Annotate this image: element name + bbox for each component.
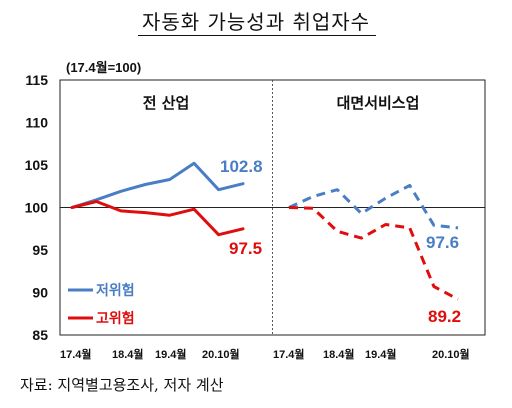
y-tick-label: 100 xyxy=(25,200,49,216)
data-label-face-high-risk: 89.2 xyxy=(428,307,461,326)
data-label-all-high-risk: 97.5 xyxy=(229,239,262,258)
legend-label-low-risk: 저위험 xyxy=(96,282,135,299)
y-tick-label: 95 xyxy=(32,242,48,258)
x-tick-label: 18.4월 xyxy=(323,347,355,361)
chart-title: 자동화 가능성과 취업자수 xyxy=(141,10,371,34)
series-line-p1-high-risk xyxy=(70,200,245,237)
x-tick-label: 17.4월 xyxy=(273,347,305,361)
series-line-p1-low-risk xyxy=(70,161,245,209)
unit-note: (17.4월=100) xyxy=(66,60,141,75)
y-tick-label: 110 xyxy=(25,115,48,131)
y-tick-label: 85 xyxy=(32,327,48,343)
chart-svg: 85 90 95 100 105 110 115 17.4월 18.4월 19.4월 20.10월… xyxy=(25,60,486,361)
x-tick-label: 20.10월 xyxy=(202,347,240,361)
x-tick-label: 20.10월 xyxy=(432,347,470,361)
title-underline xyxy=(138,35,376,36)
series-line-p2-low-risk xyxy=(288,183,459,230)
data-label-face-low-risk: 97.6 xyxy=(426,233,459,252)
data-label-all-low-risk: 102.8 xyxy=(220,157,263,176)
y-tick-label: 105 xyxy=(25,157,49,173)
y-tick-label: 90 xyxy=(32,285,48,301)
x-tick-label: 18.4월 xyxy=(112,347,144,361)
x-tick-label: 17.4월 xyxy=(60,347,92,361)
panel-title-face-to-face-services: 대면서비스업 xyxy=(337,94,420,112)
legend-label-high-risk: 고위험 xyxy=(96,310,135,327)
source-note: 자료: 지역별고용조사, 저자 계산 xyxy=(20,376,224,394)
panel-title-all-industries: 전 산업 xyxy=(143,94,190,112)
series-line-p2-high-risk xyxy=(288,206,459,301)
x-tick-label: 19.4월 xyxy=(365,347,397,361)
x-tick-label: 19.4월 xyxy=(155,347,187,361)
y-tick-label: 115 xyxy=(25,72,48,88)
